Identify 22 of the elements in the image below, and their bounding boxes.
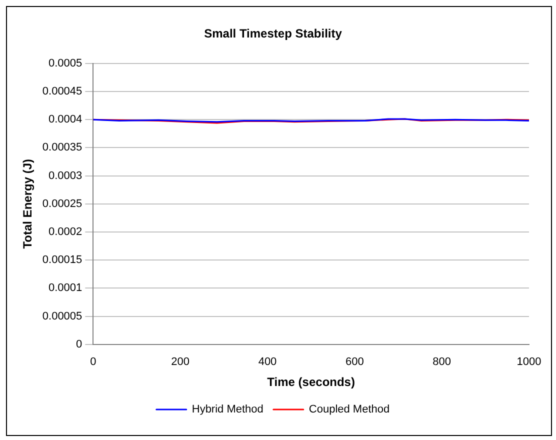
x-tick-label: 400 — [258, 356, 277, 368]
y-tick-label: 0.0005 — [48, 57, 82, 70]
x-tick-label: 200 — [171, 356, 190, 368]
x-tick-label: 800 — [432, 356, 452, 368]
y-tick-label: 0.00045 — [42, 86, 82, 98]
y-tick-label: 0.00005 — [42, 310, 82, 322]
y-tick-label: 0.0001 — [48, 282, 82, 294]
y-tick-label: 0.0002 — [48, 226, 82, 238]
x-tick-label: 0 — [90, 356, 96, 368]
y-tick-label: 0.0003 — [48, 170, 82, 182]
x-tick-label: 600 — [345, 356, 364, 368]
y-tick-label: 0.00025 — [42, 198, 82, 210]
y-tick-label: 0 — [76, 338, 82, 350]
chart-title: Small Timestep Stability — [204, 26, 342, 41]
y-tick-label: 0.00015 — [42, 254, 82, 266]
y-tick-label: 0.00035 — [42, 142, 82, 154]
x-tick-label: 1000 — [516, 356, 542, 368]
y-tick-label: 0.0004 — [48, 114, 82, 126]
legend-label: Coupled Method — [308, 404, 390, 416]
legend-label: Hybrid Method — [192, 404, 264, 416]
x-axis-title: Time (seconds) — [267, 375, 355, 390]
y-axis-title: Total Energy (J) — [20, 159, 35, 249]
